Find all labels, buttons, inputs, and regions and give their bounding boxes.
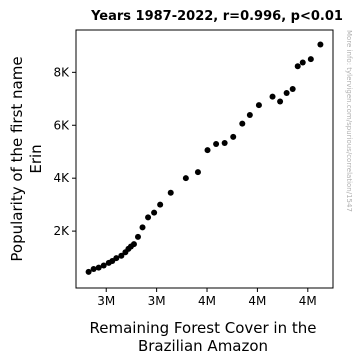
data-point: [213, 141, 220, 148]
data-point: [113, 255, 120, 262]
data-point: [151, 209, 158, 216]
data-point: [277, 98, 284, 105]
watermark-text: More info: tylervigen.com/spurious/corre…: [345, 30, 353, 212]
data-point: [283, 89, 290, 96]
data-point: [289, 86, 296, 93]
data-point: [221, 139, 228, 146]
y-axis-label-line-2: Erin: [27, 144, 45, 173]
data-point: [182, 175, 189, 182]
y-axis-label-line-1: Popularity of the first name: [8, 56, 26, 261]
y-tick-label: 2K: [53, 224, 70, 238]
data-point: [230, 133, 237, 140]
data-point: [194, 169, 201, 176]
data-point: [85, 268, 92, 275]
data-point: [157, 201, 164, 208]
chart-title: Years 1987-2022, r=0.996, p<0.01: [90, 9, 343, 24]
data-point: [134, 233, 141, 240]
axis-ticks: 3M 3M 4M 4M 4M 2K 4K 6K 8K: [53, 65, 316, 308]
data-point: [100, 262, 107, 269]
x-tick-label: 4M: [248, 294, 266, 308]
data-point: [294, 63, 301, 70]
data-point: [317, 41, 324, 48]
data-points: [85, 41, 324, 275]
x-tick-label: 3M: [97, 294, 115, 308]
x-tick-label: 4M: [198, 294, 216, 308]
data-point: [299, 59, 306, 66]
data-point: [167, 189, 174, 196]
x-axis-label-line-1: Remaining Forest Cover in the: [90, 319, 317, 337]
data-point: [255, 102, 262, 109]
y-tick-label: 6K: [53, 118, 70, 132]
data-point: [239, 120, 246, 127]
y-tick-label: 4K: [53, 171, 70, 185]
data-point: [204, 147, 211, 154]
data-point: [145, 214, 152, 221]
y-tick-label: 8K: [53, 65, 70, 79]
data-point: [139, 224, 146, 231]
data-point: [130, 241, 137, 248]
x-tick-label: 3M: [148, 294, 166, 308]
x-axis-label-line-2: Brazilian Amazon: [138, 337, 268, 355]
data-point: [269, 93, 276, 100]
data-point: [90, 265, 97, 272]
plot-area: [75, 29, 334, 289]
data-point: [246, 111, 253, 118]
plot-border: [75, 29, 334, 289]
data-point: [307, 56, 314, 63]
x-tick-label: 4M: [299, 294, 317, 308]
data-point: [118, 252, 125, 259]
data-point: [95, 264, 102, 271]
